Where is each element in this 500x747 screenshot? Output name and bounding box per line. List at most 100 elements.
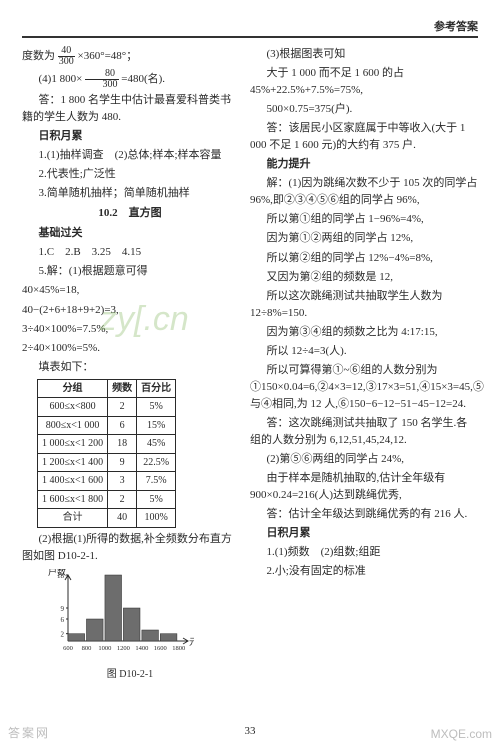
watermark-bottom-right: MXQE.com (431, 727, 492, 741)
line: (3)根据图表可知 (250, 46, 478, 63)
svg-text:2: 2 (61, 630, 65, 638)
histogram-svg: 户数元2691860080010001200140016001800 (44, 569, 194, 659)
line: 所以可算得第①~⑥组的人数分别为 ①150×0.04=6,②4×3=12,③17… (250, 362, 478, 413)
line: 3÷40×100%=7.5%, (22, 321, 238, 338)
svg-text:1800: 1800 (172, 645, 185, 652)
table-cell: 9 (108, 453, 137, 472)
table-cell: 2 (108, 490, 137, 509)
table-cell: 1 400≤x<1 600 (38, 472, 108, 491)
table-row: 1 400≤x<1 60037.5% (38, 472, 176, 491)
table-header: 百分比 (137, 379, 176, 398)
svg-text:1200: 1200 (117, 645, 130, 652)
line: (4)1 800× 80 300 =480(名). (22, 69, 238, 90)
line: 40×45%=18, (22, 282, 238, 299)
svg-text:1400: 1400 (135, 645, 148, 652)
right-column: (3)根据图表可知 大于 1 000 而不足 1 600 的占 45%+22.5… (250, 46, 478, 721)
line: 又因为第②组的频数是 12, (250, 269, 478, 286)
line: 解：(1)因为跳绳次数不少于 105 次的同学占 96%,即②③④⑤⑥组的同学占… (250, 175, 478, 209)
table-cell: 100% (137, 509, 176, 528)
line: 所以这次跳绳测试共抽取学生人数为 12÷8%=150. (250, 288, 478, 322)
frequency-table: 分组频数百分比 600≤x<80025%800≤x<1 000615%1 000… (37, 379, 176, 528)
table-cell: 600≤x<800 (38, 398, 108, 417)
watermark-bottom-left: 答案网 (8, 724, 50, 741)
table-cell: 1 200≤x<1 400 (38, 453, 108, 472)
table-header: 频数 (108, 379, 137, 398)
capability-title: 能力提升 (250, 156, 478, 173)
table-cell: 1 000≤x<1 200 (38, 435, 108, 454)
table-row: 1 200≤x<1 400922.5% (38, 453, 176, 472)
line: 由于样本是随机抽取的,估计全年级有 900×0.24=216(人)达到跳绳优秀, (250, 470, 478, 504)
line: 大于 1 000 而不足 1 600 的占 45%+22.5%+7.5%=75%… (250, 65, 478, 99)
line: 2.代表性;广泛性 (22, 166, 238, 183)
line: 500×0.75=375(户). (250, 101, 478, 118)
text: =480(名). (121, 73, 165, 85)
line: 答：该居民小区家庭属于中等收入(大于 1 000 不足 1 600 元)的大约有… (250, 120, 478, 154)
basic-pass-title: 基础过关 (22, 225, 238, 242)
svg-text:元: 元 (189, 637, 194, 647)
line: 3.简单随机抽样；简单随机抽样 (22, 185, 238, 202)
line: 所以 12÷4=3(人). (250, 343, 478, 360)
line: 40−(2+6+18+9+2)=3, (22, 302, 238, 319)
header-right: 参考答案 (22, 18, 478, 38)
svg-text:6: 6 (61, 616, 65, 624)
table-cell: 7.5% (137, 472, 176, 491)
svg-text:18: 18 (57, 572, 65, 580)
line: 因为第①②两组的同学占 12%, (250, 230, 478, 247)
line: 1.(1)频数 (2)组数;组距 (250, 544, 478, 561)
line: (2)第⑤⑥两组的同学占 24%, (250, 451, 478, 468)
left-column: 度数为 40 300 ×360°=48°； (4)1 800× 80 300 =… (22, 46, 238, 721)
text: ×360°=48°； (78, 50, 138, 62)
accumulation-title: 日积月累 (22, 128, 238, 145)
table-cell: 15% (137, 416, 176, 435)
section-title-10-2: 10.2 直方图 (22, 205, 238, 222)
fraction: 40 300 (58, 46, 75, 67)
table-row: 1 600≤x<1 80025% (38, 490, 176, 509)
line: 答：这次跳绳测试共抽取了 150 名学生.各组的人数分别为 6,12,51,45… (250, 415, 478, 449)
table-cell: 800≤x<1 000 (38, 416, 108, 435)
page-number: 33 (22, 725, 478, 737)
line: 所以第②组的同学占 12%−4%=8%, (250, 250, 478, 267)
table-cell: 22.5% (137, 453, 176, 472)
table-row: 600≤x<80025% (38, 398, 176, 417)
line: 1.(1)抽样调查 (2)总体;样本;样本容量 (22, 147, 238, 164)
line: 度数为 40 300 ×360°=48°； (22, 46, 238, 67)
fraction: 80 300 (85, 69, 119, 90)
table-row: 合计40100% (38, 509, 176, 528)
svg-text:1600: 1600 (154, 645, 167, 652)
line: 答：估计全年级达到跳绳优秀的有 216 人. (250, 506, 478, 523)
table-cell: 5% (137, 398, 176, 417)
table-cell: 45% (137, 435, 176, 454)
table-cell: 6 (108, 416, 137, 435)
histogram-chart: 户数元2691860080010001200140016001800 (44, 569, 238, 665)
svg-text:800: 800 (82, 645, 92, 652)
denominator: 300 (85, 80, 119, 90)
line: 填表如下： (22, 359, 238, 376)
line: 答：1 800 名学生中估计最喜爱科普类书籍的学生人数为 480. (22, 92, 238, 126)
text: (4)1 800× (39, 73, 83, 85)
line: 5.解：(1)根据题意可得 (22, 263, 238, 280)
line: 因为第③④组的频数之比为 4:17:15, (250, 324, 478, 341)
table-cell: 18 (108, 435, 137, 454)
table-row: 800≤x<1 000615% (38, 416, 176, 435)
svg-text:9: 9 (61, 605, 65, 613)
line: 所以第①组的同学占 1−96%=4%, (250, 211, 478, 228)
table-row: 1 000≤x<1 2001845% (38, 435, 176, 454)
line: (2)根据(1)所得的数据,补全频数分布直方图如图 D10-2-1. (22, 531, 238, 565)
table-cell: 3 (108, 472, 137, 491)
table-header: 分组 (38, 379, 108, 398)
accumulation-title: 日积月累 (250, 525, 478, 542)
line: 1.C 2.B 3.25 4.15 (22, 244, 238, 261)
chart-caption: 图 D10-2-1 (22, 667, 238, 683)
table-cell: 1 600≤x<1 800 (38, 490, 108, 509)
table-cell: 2 (108, 398, 137, 417)
two-column-layout: 度数为 40 300 ×360°=48°； (4)1 800× 80 300 =… (22, 46, 478, 721)
svg-text:1000: 1000 (98, 645, 111, 652)
table-cell: 合计 (38, 509, 108, 528)
svg-text:600: 600 (63, 645, 73, 652)
table-cell: 5% (137, 490, 176, 509)
line: 2÷40×100%=5%. (22, 340, 238, 357)
line: 2.小;没有固定的标准 (250, 563, 478, 580)
table-cell: 40 (108, 509, 137, 528)
text: 度数为 (22, 50, 55, 62)
denominator: 300 (58, 57, 75, 67)
